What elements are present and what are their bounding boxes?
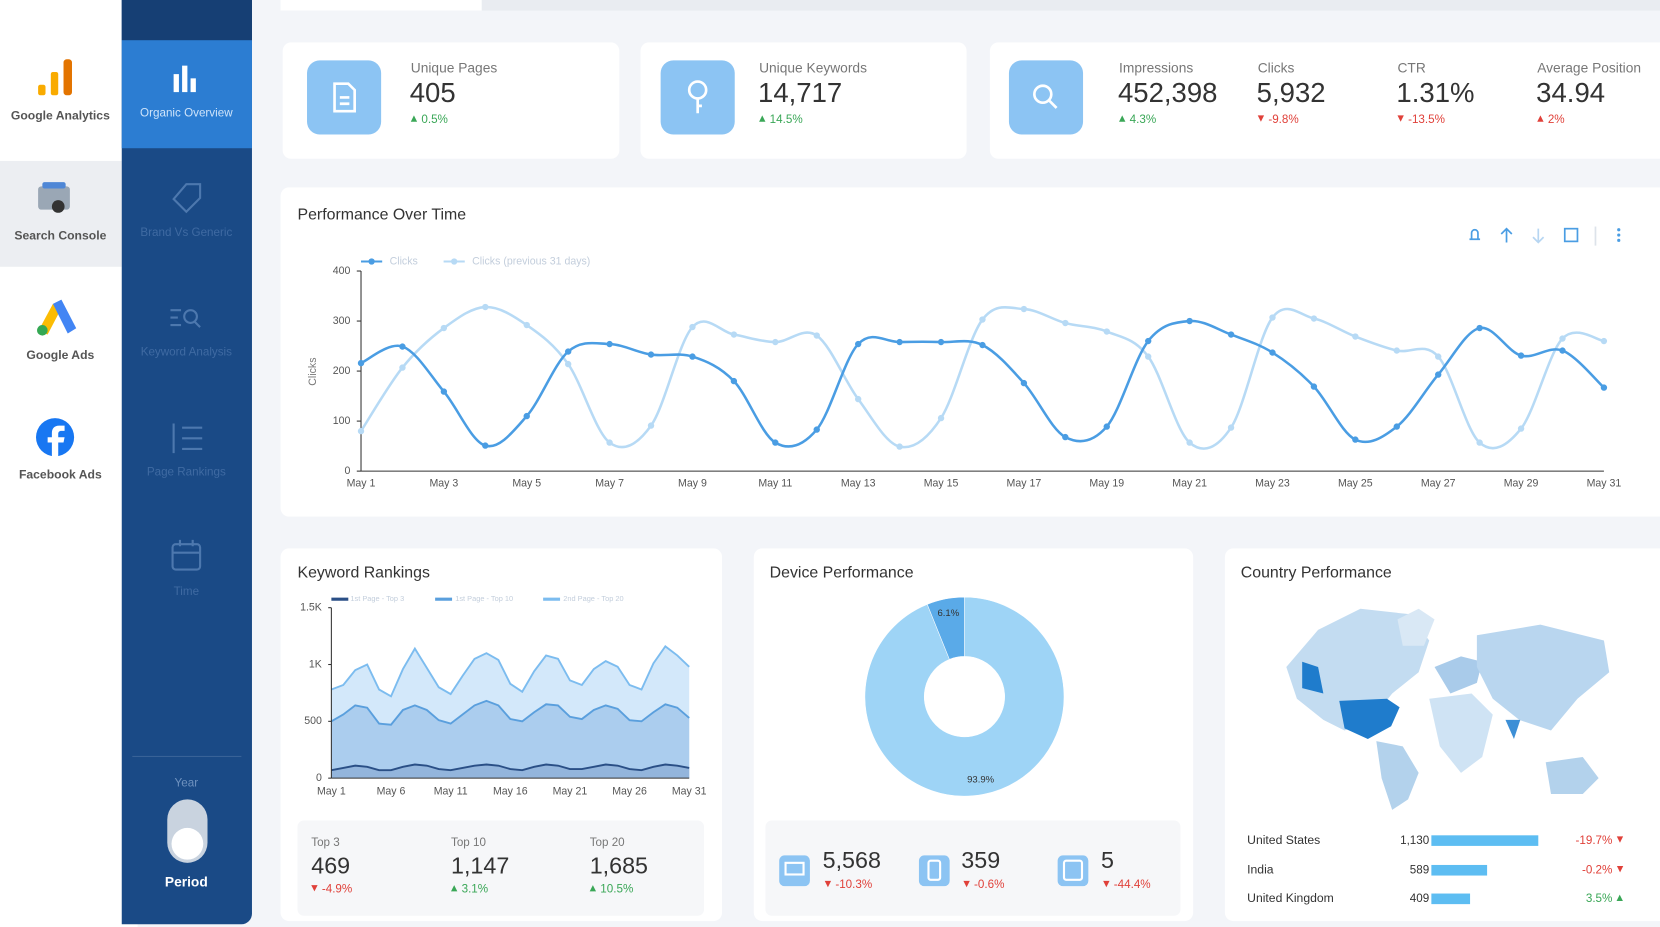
toggle-value[interactable]: Period <box>164 873 208 890</box>
kpi-value: 5,932 <box>1256 76 1326 109</box>
nav-label[interactable]: Organic Overview <box>140 106 233 120</box>
kpi-value: 34.94 <box>1536 76 1606 109</box>
card-title: Keyword Rankings <box>297 563 430 582</box>
device-value: 359 <box>961 846 1001 874</box>
kpi-label: Unique Keywords <box>759 59 867 76</box>
app-label[interactable]: Facebook Ads <box>18 469 102 482</box>
app-label[interactable]: Google Analytics <box>10 110 110 123</box>
toggle-label: Year <box>174 777 199 790</box>
kpi-label: Average Position <box>1537 59 1642 76</box>
kpi-change: 4.3% <box>1119 113 1157 126</box>
card-title: Device Performance <box>769 563 914 582</box>
device-change: -44.4% <box>1103 879 1151 892</box>
nav-top <box>121 0 252 41</box>
kpi-label: CTR <box>1397 59 1426 76</box>
kpi-change: 2% <box>1537 113 1565 126</box>
stat-label: Top 3 <box>311 836 340 850</box>
country-name: United States <box>1247 834 1321 847</box>
app-label[interactable]: Google Ads <box>26 349 95 363</box>
country-change: 3.5% <box>1586 892 1623 905</box>
stat-value: 469 <box>311 852 351 879</box>
nav-label[interactable]: Page Rankings <box>146 465 226 479</box>
stat-change: -4.9% <box>311 883 352 896</box>
kpi-change: -13.5% <box>1397 113 1445 126</box>
kpi-value: 452,398 <box>1117 76 1218 109</box>
card-title: Country Performance <box>1240 563 1392 582</box>
nav-selected <box>121 40 252 149</box>
device-value: 5,568 <box>822 846 881 874</box>
stat-label: Top 20 <box>589 836 625 850</box>
nav-divider <box>132 755 242 757</box>
card-title: Performance Over Time <box>297 205 467 224</box>
stat-value: 1,147 <box>451 852 510 879</box>
kpi-change: 14.5% <box>759 113 803 126</box>
country-name: United Kingdom <box>1247 892 1334 906</box>
stat-change: 3.1% <box>451 883 489 896</box>
kpi-label: Impressions <box>1119 59 1194 76</box>
kpi-label: Clicks <box>1257 59 1295 76</box>
kpi-value: 405 <box>409 76 456 109</box>
nav-label[interactable]: Keyword Analysis <box>140 346 232 359</box>
keyword-tiles <box>297 820 705 916</box>
kpi-change: 0.5% <box>411 113 448 126</box>
top-tabs <box>280 0 1660 11</box>
app-sidebar <box>0 0 138 927</box>
kpi-value: 14,717 <box>758 76 843 109</box>
tab-active <box>280 0 482 11</box>
country-value: 589 <box>1409 863 1430 877</box>
device-tiles <box>765 820 1181 916</box>
nav-label[interactable]: Time <box>173 585 200 599</box>
stat-value: 1,685 <box>589 852 648 879</box>
app-label[interactable]: Search Console <box>14 229 107 243</box>
device-value: 5 <box>1101 846 1115 874</box>
kpi-card <box>989 42 1660 159</box>
country-change: -19.7% <box>1575 834 1622 847</box>
stat-label: Top 10 <box>451 836 486 850</box>
toggle-knob[interactable] <box>171 827 204 860</box>
country-value: 409 <box>1409 892 1430 906</box>
country-name: India <box>1247 863 1274 877</box>
country-change: -0.2% <box>1582 864 1623 877</box>
device-change: -0.6% <box>963 879 1004 892</box>
kpi-value: 1.31% <box>1396 76 1475 109</box>
kpi-label: Unique Pages <box>410 59 498 76</box>
device-change: -10.3% <box>825 879 872 892</box>
nav-label[interactable]: Brand Vs Generic <box>140 226 233 240</box>
nav-sidebar <box>121 0 252 925</box>
app-selected <box>0 160 122 267</box>
country-value: 1,130 <box>1400 834 1430 847</box>
stat-change: 10.5% <box>590 883 633 896</box>
performance-card <box>280 187 1660 517</box>
kpi-change: -9.8% <box>1258 113 1298 126</box>
